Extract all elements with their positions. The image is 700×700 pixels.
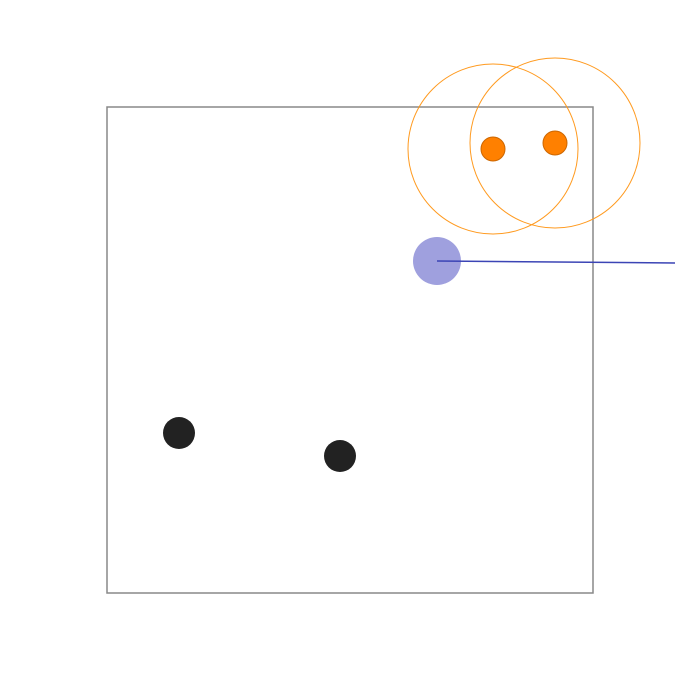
arena-boundary (106, 106, 594, 594)
orange-unit-range-ring (407, 63, 579, 235)
player-aim-line (436, 260, 676, 264)
orange-unit-range-ring (469, 57, 641, 229)
black-unit[interactable] (163, 417, 195, 449)
black-unit[interactable] (324, 440, 356, 472)
orange-unit[interactable] (480, 136, 506, 162)
orange-unit[interactable] (542, 130, 568, 156)
